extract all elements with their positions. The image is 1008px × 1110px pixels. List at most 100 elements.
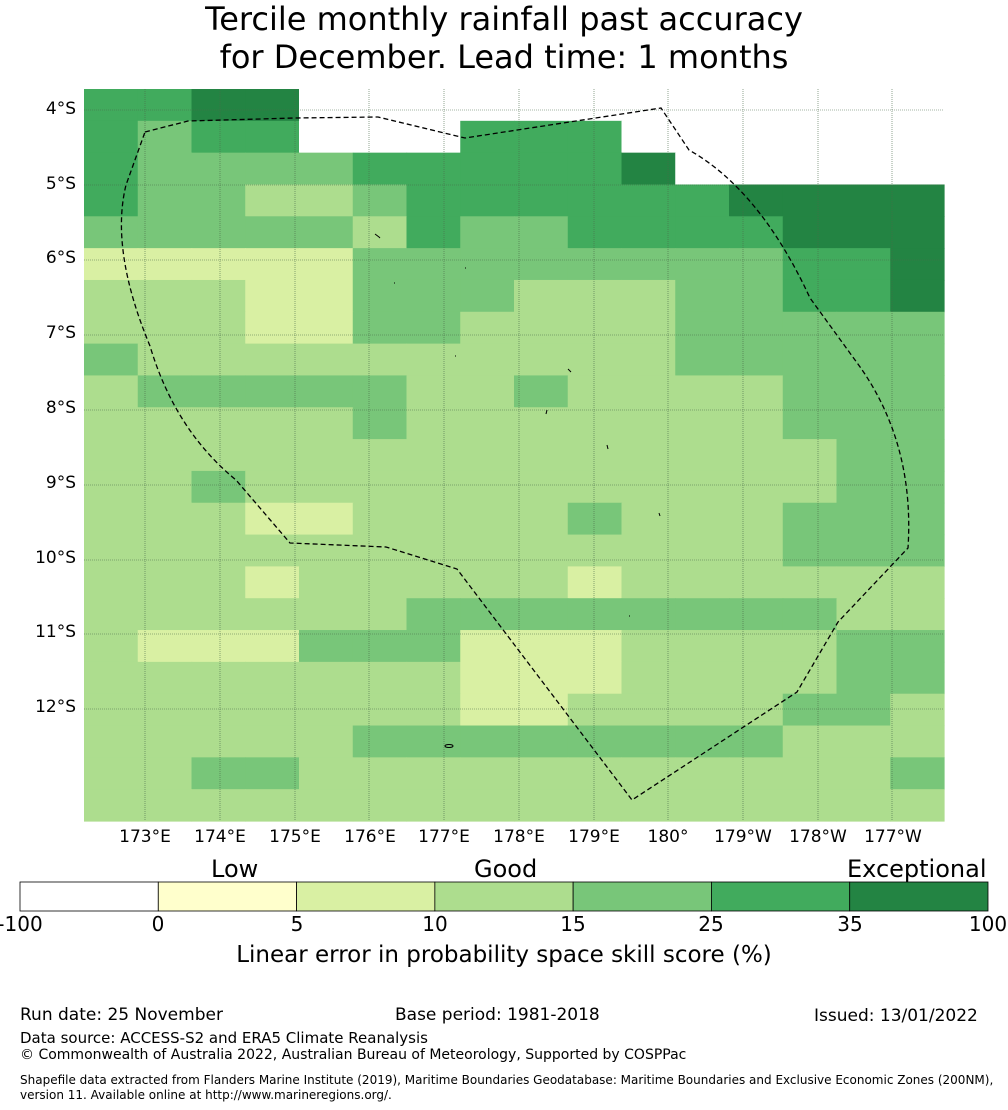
grid-cell <box>890 470 945 504</box>
copyright: © Commonwealth of Australia 2022, Austra… <box>20 1047 687 1063</box>
grid-cell <box>137 439 193 472</box>
grid-cell <box>729 630 784 663</box>
grid-cell <box>137 184 193 217</box>
grid-cell <box>460 89 515 122</box>
grid-cell <box>890 598 945 631</box>
grid-cell <box>191 598 246 631</box>
grid-cell <box>567 757 623 790</box>
colorbar-tick: 15 <box>560 912 586 936</box>
grid-cell <box>245 343 300 377</box>
grid-cell <box>621 375 676 408</box>
colorbar-segment <box>434 881 574 912</box>
grid-cell <box>890 279 945 313</box>
grid-cell <box>299 152 354 186</box>
lon-label: 178°E <box>493 827 545 847</box>
grid-cell <box>84 661 139 695</box>
grid-cell <box>621 725 676 758</box>
grid-cell <box>836 789 891 822</box>
grid-cell <box>245 661 300 695</box>
grid-cell <box>836 120 891 154</box>
grid-cell <box>836 630 891 663</box>
grid-cell <box>890 89 945 122</box>
grid-cell <box>782 248 838 281</box>
lon-label: 174°E <box>194 827 246 847</box>
grid-cell <box>514 630 569 663</box>
grid-cell <box>191 152 246 186</box>
grid-cell <box>460 120 515 154</box>
grid-cell <box>191 248 246 281</box>
grid-cell <box>191 757 246 790</box>
grid-cell <box>890 407 945 440</box>
grid-cell <box>890 630 945 663</box>
shapefile-credit-2: version 11. Available online at http://w… <box>20 1088 392 1102</box>
lat-label: 6°S <box>45 248 76 268</box>
grid-cell <box>621 152 676 186</box>
grid-cell <box>514 152 569 186</box>
grid-cell <box>84 375 139 408</box>
eez-boundary <box>120 107 910 801</box>
grid-cell <box>137 343 193 377</box>
grid-cell <box>890 789 945 822</box>
grid-cell <box>675 375 730 408</box>
legend-category-good: Good <box>474 855 538 883</box>
title-line-1: Tercile monthly rainfall past accuracy <box>205 0 803 38</box>
grid-cell <box>514 439 569 472</box>
grid-cell <box>729 407 784 440</box>
grid-cell <box>514 566 569 599</box>
grid-cell <box>729 279 784 313</box>
grid-cell <box>729 757 784 790</box>
grid-cell <box>514 693 569 727</box>
issued-date: Issued: 13/01/2022 <box>814 1006 978 1026</box>
grid-cell <box>245 789 300 822</box>
grid-cell <box>836 661 891 695</box>
grid-cell <box>675 407 730 440</box>
grid-cell <box>245 407 300 440</box>
grid-cell <box>675 630 730 663</box>
grid-cell <box>406 248 461 281</box>
grid-cell <box>460 566 515 599</box>
grid-cell <box>514 184 569 217</box>
grid-cell <box>567 598 623 631</box>
grid-cell <box>245 152 300 186</box>
grid-cell <box>567 184 623 217</box>
grid-cell <box>191 375 246 408</box>
grid-cell <box>137 725 193 758</box>
grid-cell <box>675 439 730 472</box>
lon-label: 177°E <box>418 827 470 847</box>
grid-cell <box>890 725 945 758</box>
grid-cell <box>352 216 408 249</box>
lon-label: 177°W <box>864 827 922 847</box>
grid-cell <box>299 630 354 663</box>
grid-cell <box>675 661 730 695</box>
grid-cell <box>514 534 569 567</box>
grid-cell <box>245 502 300 536</box>
grid-cell <box>84 789 139 822</box>
grid-cell <box>729 534 784 567</box>
grid-cell <box>137 89 193 122</box>
grid-cell <box>406 375 461 408</box>
grid-cell <box>890 248 945 281</box>
islands <box>374 233 661 748</box>
lon-label: 175°E <box>269 827 321 847</box>
grid-cell <box>567 439 623 472</box>
grid-cell <box>460 534 515 567</box>
grid-cell <box>621 343 676 377</box>
grid-cell <box>621 279 676 313</box>
legend-category-exceptional: Exceptional <box>847 855 987 883</box>
grid-cell <box>406 343 461 377</box>
grid-cell <box>245 470 300 504</box>
grid-cell <box>406 598 461 631</box>
title-line-2: for December. Lead time: 1 months <box>219 38 789 76</box>
grid-cell <box>137 757 193 790</box>
grid-cell <box>675 566 730 599</box>
grid-cell <box>836 693 891 727</box>
grid-cell <box>675 89 730 122</box>
grid-cell <box>729 120 784 154</box>
grid-cell <box>729 248 784 281</box>
grid-cell <box>460 184 515 217</box>
grid-cell <box>352 661 408 695</box>
grid-cell <box>84 630 139 663</box>
grid-cell <box>84 343 139 377</box>
grid-cell <box>890 661 945 695</box>
grid-cell <box>567 89 623 122</box>
